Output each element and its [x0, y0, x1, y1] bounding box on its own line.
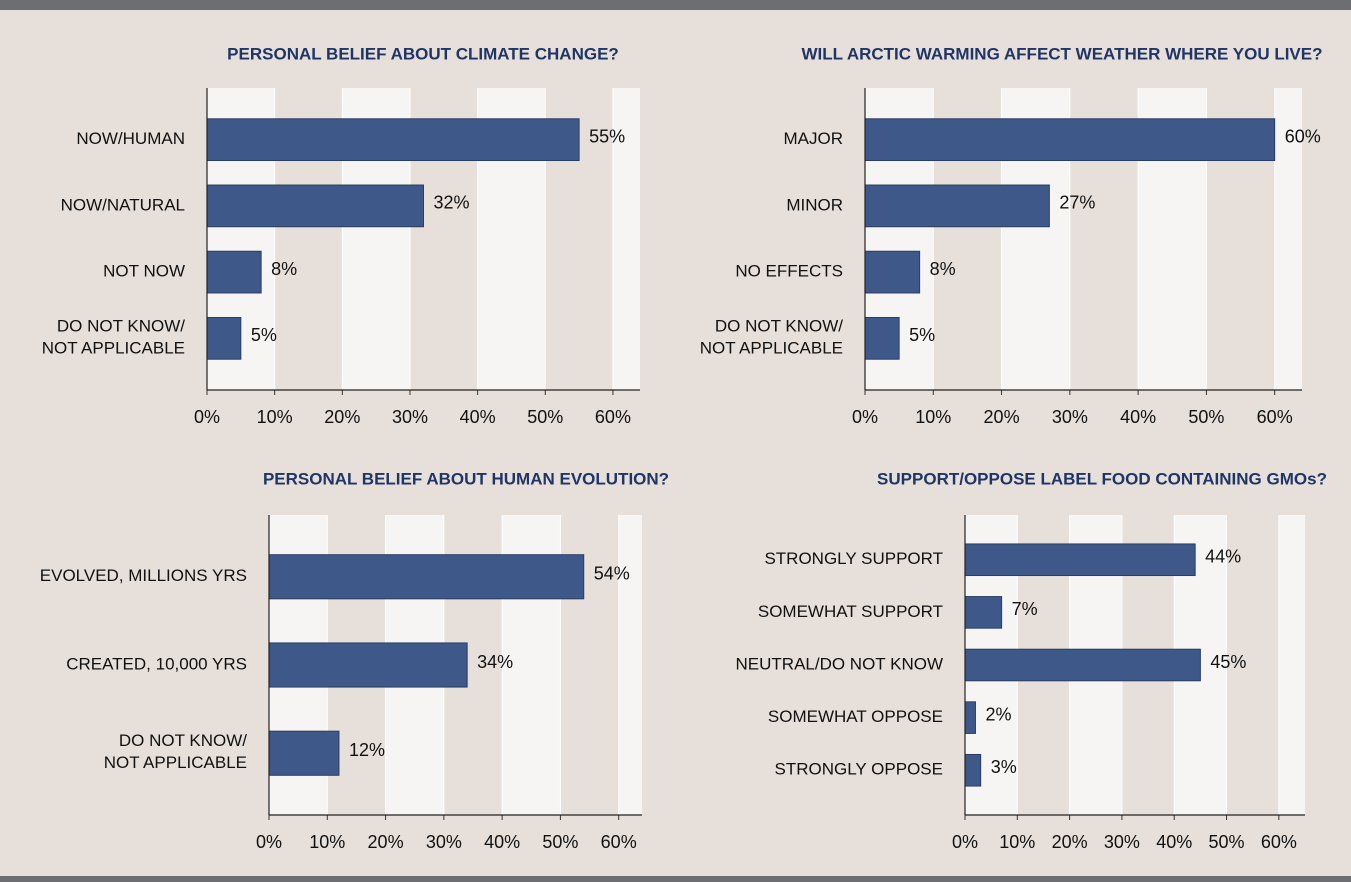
value-label: 3% [991, 757, 1017, 777]
y-tick-label: NO EFFECTS [735, 262, 843, 281]
x-tick-label: 30% [1052, 407, 1088, 427]
bar [864, 118, 1276, 162]
bar [206, 250, 262, 294]
bar [964, 648, 1201, 682]
x-tick-label: 10% [309, 832, 345, 852]
bar [964, 596, 1003, 629]
x-tick-label: 40% [484, 832, 520, 852]
chart-title: PERSONAL BELIEF ABOUT HUMAN EVOLUTION? [263, 469, 669, 488]
x-tick-label: 30% [1104, 832, 1140, 852]
value-label: 7% [1012, 599, 1038, 619]
x-tick-label: 20% [1052, 832, 1088, 852]
value-label: 34% [477, 652, 513, 672]
bottom-band [0, 876, 1351, 882]
x-tick-label: 20% [984, 407, 1020, 427]
value-label: 60% [1285, 126, 1321, 146]
bar [864, 316, 900, 360]
x-tick-label: 0% [256, 832, 282, 852]
y-tick-label: EVOLVED, MILLIONS YRS [40, 566, 247, 585]
x-tick-label: 50% [527, 407, 563, 427]
value-label: 8% [271, 259, 297, 279]
x-tick-label: 30% [426, 832, 462, 852]
y-tick-label: NOW/NATURAL [61, 195, 185, 214]
y-tick-label: CREATED, 10,000 YRS [66, 654, 247, 673]
bar [268, 730, 340, 776]
y-tick-label: MAJOR [784, 129, 844, 148]
y-tick-label: SOMEWHAT OPPOSE [768, 707, 943, 726]
x-tick-label: 60% [601, 832, 637, 852]
plot-stripe [1274, 88, 1302, 390]
y-tick-label: DO NOT KNOW/NOT APPLICABLE [42, 317, 186, 358]
x-tick-label: 50% [1188, 407, 1224, 427]
bar [268, 642, 468, 688]
value-label: 55% [589, 126, 625, 146]
x-tick-label: 30% [392, 407, 428, 427]
bar [864, 184, 1050, 228]
y-tick-label: NOW/HUMAN [76, 129, 185, 148]
value-label: 12% [349, 740, 385, 760]
bar [206, 184, 424, 228]
chart-title: PERSONAL BELIEF ABOUT CLIMATE CHANGE? [227, 44, 619, 63]
x-tick-label: 60% [1257, 407, 1293, 427]
x-tick-label: 10% [257, 407, 293, 427]
x-tick-label: 0% [194, 407, 220, 427]
bar [964, 543, 1196, 577]
bar [964, 753, 982, 787]
value-label: 32% [434, 193, 470, 213]
plot-stripe [1278, 515, 1305, 815]
x-tick-label: 60% [595, 407, 631, 427]
bar [864, 250, 921, 294]
x-tick-label: 50% [1209, 832, 1245, 852]
y-tick-label: NOT NOW [103, 262, 185, 281]
bar [206, 118, 580, 162]
chart-title: WILL ARCTIC WARMING AFFECT WEATHER WHERE… [802, 44, 1323, 63]
x-tick-label: 40% [1120, 407, 1156, 427]
top-band [0, 0, 1351, 10]
x-tick-label: 40% [1156, 832, 1192, 852]
x-tick-label: 10% [915, 407, 951, 427]
y-tick-label: DO NOT KNOW/NOT APPLICABLE [104, 732, 248, 773]
y-tick-label: MINOR [786, 195, 843, 214]
x-tick-label: 0% [852, 407, 878, 427]
bar [268, 554, 585, 600]
value-label: 5% [909, 325, 935, 345]
x-tick-label: 0% [952, 832, 978, 852]
y-tick-label: DO NOT KNOW/NOT APPLICABLE [700, 317, 844, 358]
value-label: 45% [1210, 652, 1246, 672]
value-label: 44% [1205, 546, 1241, 566]
value-label: 54% [594, 564, 630, 584]
x-tick-label: 20% [324, 407, 360, 427]
plot-stripe [618, 515, 642, 815]
value-label: 2% [985, 704, 1011, 724]
value-label: 27% [1059, 193, 1095, 213]
y-tick-label: STRONGLY SUPPORT [764, 549, 943, 568]
x-tick-label: 50% [542, 832, 578, 852]
plot-stripe [612, 88, 640, 390]
x-tick-label: 20% [368, 832, 404, 852]
bar [964, 701, 976, 734]
y-tick-label: STRONGLY OPPOSE [775, 760, 943, 779]
bar [206, 316, 242, 360]
chart-title: SUPPORT/OPPOSE LABEL FOOD CONTAINING GMO… [877, 469, 1327, 488]
y-tick-label: NEUTRAL/DO NOT KNOW [736, 654, 943, 673]
x-tick-label: 10% [999, 832, 1035, 852]
value-label: 8% [930, 259, 956, 279]
x-tick-label: 60% [1261, 832, 1297, 852]
plot-stripe [1226, 515, 1279, 815]
x-tick-label: 40% [460, 407, 496, 427]
y-tick-label: SOMEWHAT SUPPORT [758, 602, 943, 621]
value-label: 5% [251, 325, 277, 345]
